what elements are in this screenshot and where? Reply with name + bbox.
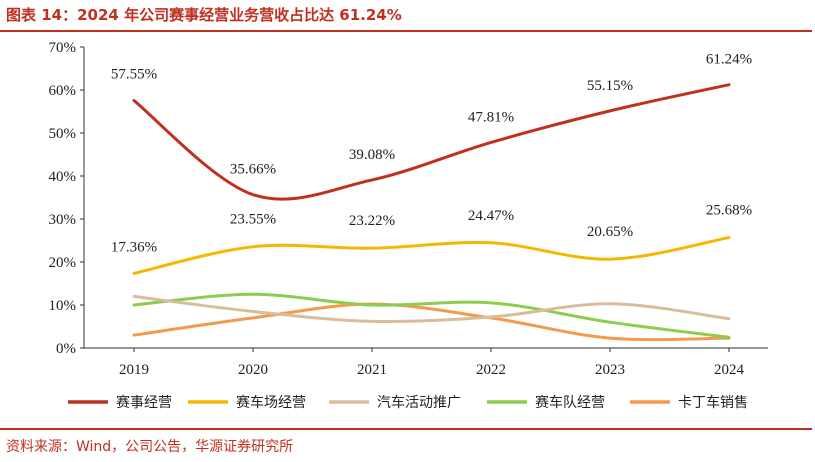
line-chart: 0% 10% 20% 30% 40% 50% 60% 70% 2019 2020 2021 2022 2… xyxy=(49,40,768,411)
y-tick-label: 40% xyxy=(49,169,77,185)
data-label: 55.15% xyxy=(587,78,633,94)
legend-label: 赛车队经营 xyxy=(535,394,605,411)
x-tick-label: 2019 xyxy=(119,362,149,378)
data-label: 61.24% xyxy=(706,52,752,68)
chart-axes: 0% 10% 20% 30% 40% 50% 60% 70% 2019 2020 2021 2022 2… xyxy=(49,40,768,378)
y-tick-label: 60% xyxy=(49,83,77,99)
y-tick-label: 30% xyxy=(49,212,77,228)
series-line-3 xyxy=(132,294,731,324)
x-tick-label: 2022 xyxy=(476,362,506,378)
series-line-2 xyxy=(132,236,731,275)
x-tick-label: 2020 xyxy=(238,362,268,378)
data-label: 57.55% xyxy=(111,67,157,83)
series-lines xyxy=(132,83,731,342)
data-label: 17.36% xyxy=(111,239,157,255)
y-tick-label: 20% xyxy=(49,255,77,271)
y-tick-label: 70% xyxy=(49,40,77,56)
chart-title: 图表 14：2024 年公司赛事经营业务营收占比达 61.24% xyxy=(6,6,402,24)
x-tick-label: 2021 xyxy=(357,362,387,378)
legend-label: 卡丁车销售 xyxy=(678,394,748,411)
data-label: 35.66% xyxy=(230,162,276,178)
y-tick-label: 0% xyxy=(56,341,76,357)
legend-label: 赛车场经营 xyxy=(236,394,306,411)
data-label: 25.68% xyxy=(706,203,752,219)
legend-label: 赛事经营 xyxy=(116,395,172,411)
series-line-5 xyxy=(132,302,731,342)
data-label: 23.55% xyxy=(230,212,276,228)
legend: 赛事经营 赛车场经营 汽车活动推广 赛车队经营 卡丁车销售 xyxy=(68,394,748,411)
legend-label: 汽车活动推广 xyxy=(377,394,461,411)
data-label: 23.22% xyxy=(349,213,395,229)
series-line-1 xyxy=(132,83,731,201)
data-label: 24.47% xyxy=(468,208,514,224)
top-rule xyxy=(0,30,812,32)
series-line-4 xyxy=(132,292,731,339)
x-tick-label: 2024 xyxy=(714,362,745,378)
source-note: 资料来源：Wind，公司公告，华源证券研究所 xyxy=(6,439,294,455)
data-labels: 57.55% 35.66% 39.08% 47.81% 55.15% 61.24% 17.3… xyxy=(111,52,752,256)
y-tick-label: 50% xyxy=(49,126,77,142)
bottom-rule xyxy=(0,428,812,430)
data-label: 20.65% xyxy=(587,224,633,240)
data-label: 39.08% xyxy=(349,147,395,163)
y-tick-label: 10% xyxy=(49,298,77,314)
data-label: 47.81% xyxy=(468,109,514,125)
x-tick-label: 2023 xyxy=(595,362,625,378)
